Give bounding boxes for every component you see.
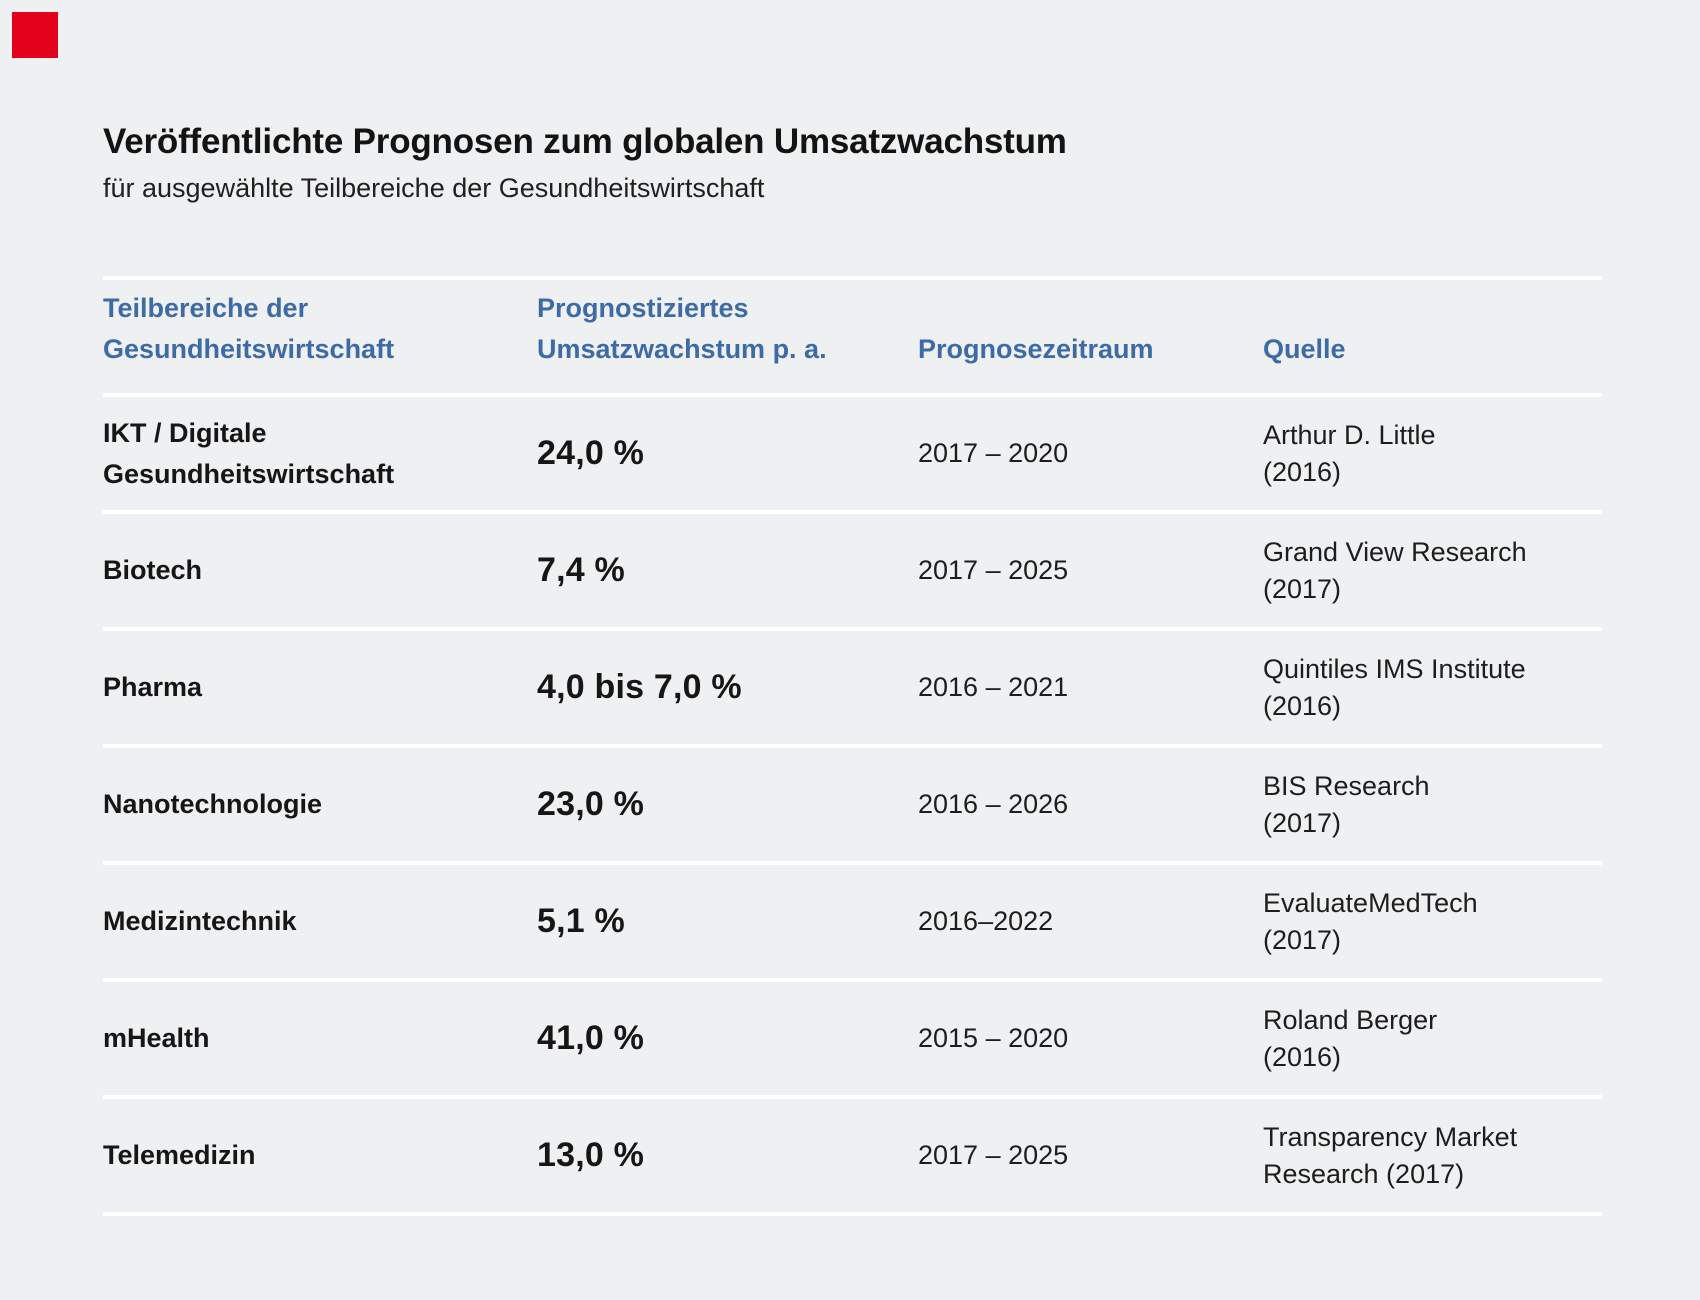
- growth-cell: 24,0 %: [537, 434, 645, 472]
- column-header-segment: Teilbereiche der Gesundheitswirtschaft: [103, 293, 395, 364]
- source-cell: Grand View Research (2017): [1263, 536, 1527, 604]
- table-row: Telemedizin 13,0 % 2017 – 2025 Transpare…: [103, 1099, 1602, 1216]
- growth-cell: 7,4 %: [537, 551, 625, 589]
- growth-cell: 5,1 %: [537, 902, 625, 940]
- table-row: IKT / Digitale Gesundheitswirtschaft 24,…: [103, 397, 1602, 514]
- column-header-growth: Prognostiziertes Umsatzwachstum p. a.: [537, 293, 827, 364]
- segment-cell: Medizintechnik: [103, 906, 297, 936]
- page-subtitle: für ausgewählte Teilbereiche der Gesundh…: [103, 173, 765, 203]
- segment-cell: Telemedizin: [103, 1140, 256, 1170]
- segment-cell: IKT / Digitale Gesundheitswirtschaft: [103, 417, 395, 489]
- source-cell: BIS Research (2017): [1263, 770, 1430, 838]
- growth-cell: 13,0 %: [537, 1136, 645, 1174]
- column-header-source: Quelle: [1263, 334, 1346, 364]
- period-cell: 2017 – 2025: [918, 1140, 1069, 1170]
- period-cell: 2017 – 2025: [918, 555, 1069, 585]
- growth-cell: 23,0 %: [537, 785, 645, 823]
- page-title: Veröffentlichte Prognosen zum globalen U…: [103, 122, 1067, 161]
- table-header-row: Teilbereiche der Gesundheitswirtschaft P…: [103, 280, 1602, 397]
- source-cell: Roland Berger (2016): [1263, 1004, 1438, 1072]
- source-cell: Transparency Market Research (2017): [1263, 1121, 1518, 1189]
- source-cell: Arthur D. Little (2016): [1263, 419, 1436, 487]
- forecast-table: Teilbereiche der Gesundheitswirtschaft P…: [103, 276, 1602, 1216]
- period-cell: 2016 – 2026: [918, 789, 1069, 819]
- table-row: mHealth 41,0 % 2015 – 2020 Roland Berger…: [103, 982, 1602, 1099]
- column-header-period: Prognosezeitraum: [918, 334, 1154, 364]
- source-cell: Quintiles IMS Institute (2016): [1263, 653, 1526, 721]
- brand-mark: [12, 12, 58, 58]
- table-row: Nanotechnologie 23,0 % 2016 – 2026 BIS R…: [103, 748, 1602, 865]
- growth-cell: 41,0 %: [537, 1019, 645, 1057]
- table-row: Biotech 7,4 % 2017 – 2025 Grand View Res…: [103, 514, 1602, 631]
- segment-cell: Pharma: [103, 672, 203, 702]
- period-cell: 2015 – 2020: [918, 1023, 1069, 1053]
- table-row: Medizintechnik 5,1 % 2016–2022 EvaluateM…: [103, 865, 1602, 982]
- period-cell: 2016 – 2021: [918, 672, 1069, 702]
- source-cell: EvaluateMedTech (2017): [1263, 887, 1478, 955]
- growth-cell: 4,0 bis 7,0 %: [537, 668, 742, 706]
- segment-cell: mHealth: [103, 1023, 210, 1053]
- table-row: Pharma 4,0 bis 7,0 % 2016 – 2021 Quintil…: [103, 631, 1602, 748]
- segment-cell: Biotech: [103, 555, 203, 585]
- period-cell: 2017 – 2020: [918, 438, 1069, 468]
- period-cell: 2016–2022: [918, 906, 1054, 936]
- segment-cell: Nanotechnologie: [103, 789, 323, 819]
